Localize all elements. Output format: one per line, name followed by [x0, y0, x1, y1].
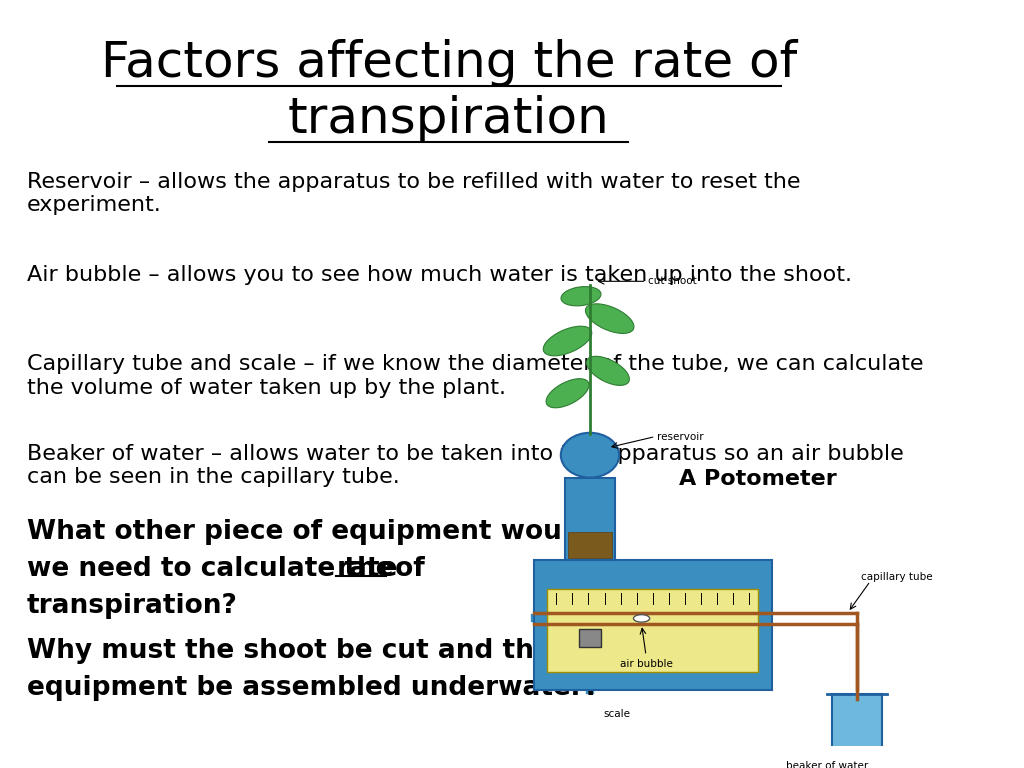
Ellipse shape — [634, 614, 649, 622]
Text: reservoir: reservoir — [657, 432, 703, 442]
Text: Reservoir – allows the apparatus to be refilled with water to reset the
experime: Reservoir – allows the apparatus to be r… — [27, 171, 801, 215]
Ellipse shape — [544, 326, 592, 356]
Text: transpiration: transpiration — [288, 95, 609, 144]
Bar — [831, 694, 882, 750]
Text: Why must the shoot be cut and the: Why must the shoot be cut and the — [27, 638, 552, 664]
Text: scale: scale — [603, 709, 631, 719]
Text: Beaker of water – allows water to be taken into the apparatus so an air bubble
c: Beaker of water – allows water to be tak… — [27, 444, 903, 487]
Text: A Potometer: A Potometer — [679, 468, 837, 488]
Text: cut shoot: cut shoot — [648, 276, 697, 286]
Text: we need to calculate the: we need to calculate the — [27, 556, 402, 582]
Text: transpiration?: transpiration? — [27, 593, 238, 619]
Bar — [565, 478, 614, 560]
Text: beaker of water: beaker of water — [786, 761, 868, 768]
Text: Capillary tube and scale – if we know the diameter of the tube, we can calculate: Capillary tube and scale – if we know th… — [27, 355, 924, 398]
Bar — [548, 590, 758, 671]
Text: Factors affecting the rate of: Factors affecting the rate of — [100, 39, 797, 88]
Text: What other piece of equipment would: What other piece of equipment would — [27, 518, 590, 545]
Text: rate: rate — [337, 556, 398, 582]
Text: capillary tube: capillary tube — [861, 572, 933, 582]
Ellipse shape — [587, 356, 630, 386]
Ellipse shape — [561, 286, 601, 306]
Text: Air bubble – allows you to see how much water is taken up into the shoot.: Air bubble – allows you to see how much … — [27, 265, 852, 285]
Ellipse shape — [561, 433, 620, 478]
Bar — [580, 629, 601, 647]
Bar — [534, 560, 772, 690]
Ellipse shape — [546, 379, 589, 408]
Text: equipment be assembled underwater?: equipment be assembled underwater? — [27, 675, 599, 701]
Bar — [568, 532, 612, 558]
Text: air bubble: air bubble — [620, 660, 673, 670]
Ellipse shape — [586, 304, 634, 333]
Text: of: of — [386, 556, 425, 582]
